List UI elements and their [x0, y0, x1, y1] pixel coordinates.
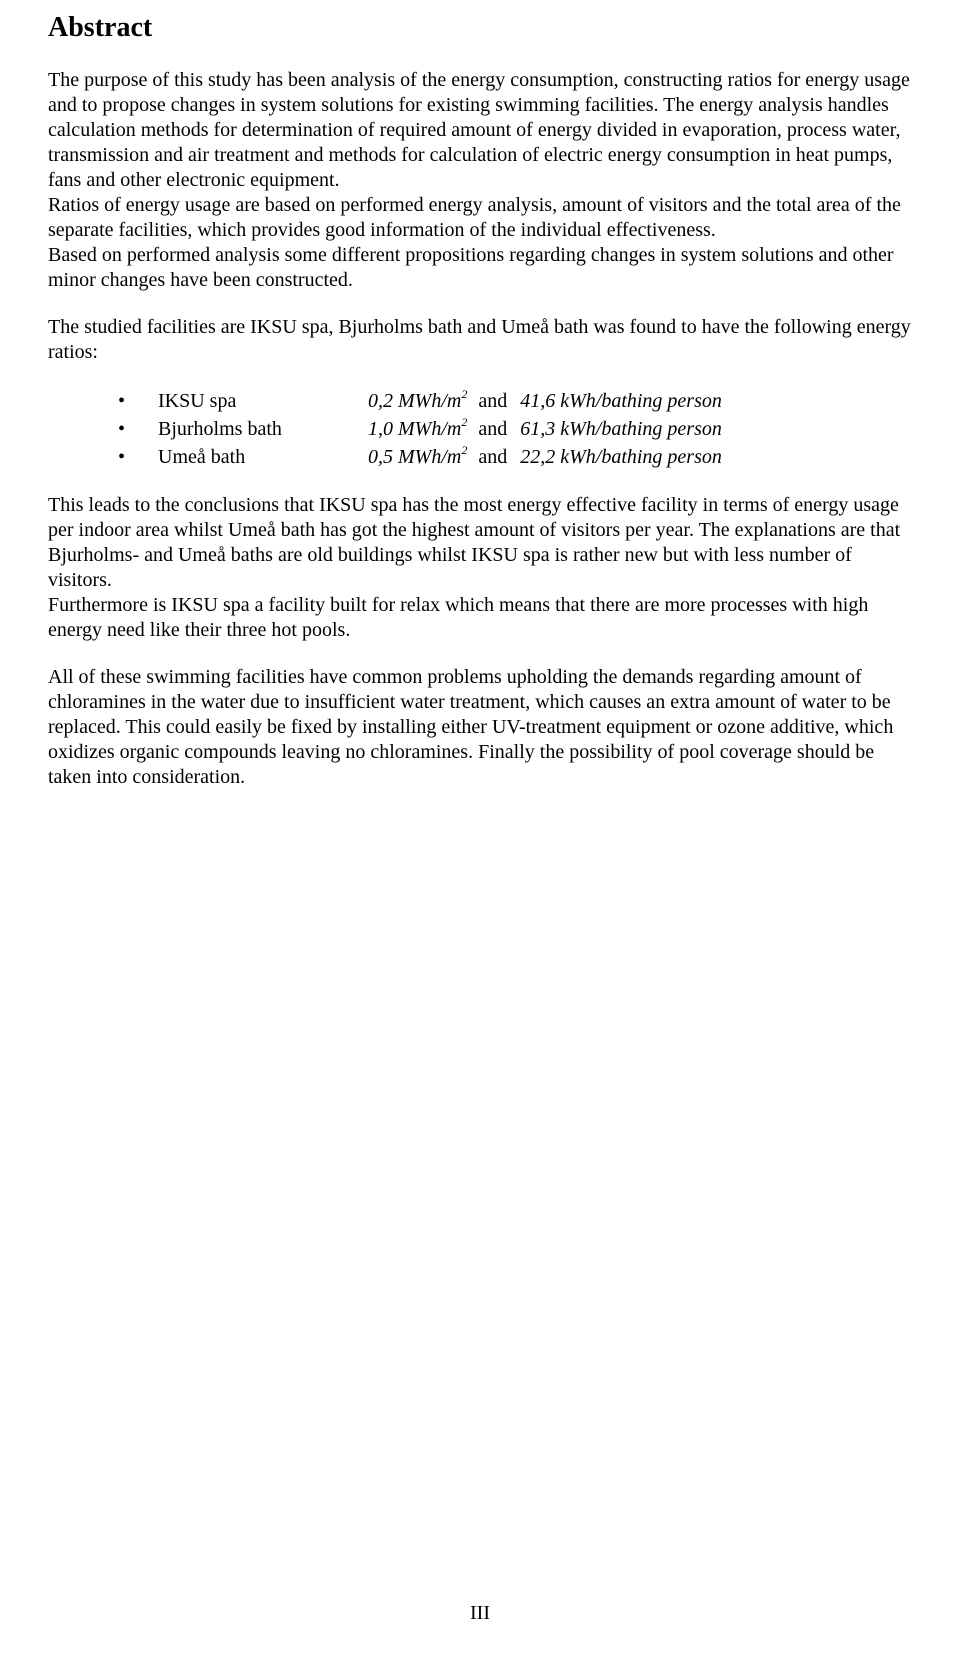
paragraph-intro-b: Ratios of energy usage are based on perf…	[48, 194, 901, 241]
paragraph-conclusions: This leads to the conclusions that IKSU …	[48, 493, 912, 643]
and-label: and	[472, 418, 515, 440]
bullet-icon: •	[48, 443, 158, 471]
and-label: and	[472, 390, 515, 412]
abstract-title: Abstract	[48, 12, 912, 44]
facility-name: Umeå bath	[158, 443, 368, 471]
energy-ratio-list: • IKSU spa 0,2 MWh/m2 and 41,6 kWh/bathi…	[48, 387, 912, 471]
and-label: and	[472, 446, 515, 468]
paragraph-problems: All of these swimming facilities have co…	[48, 665, 912, 790]
facility-metric: 1,0 MWh/m2 and 61,3 kWh/bathing person	[368, 415, 722, 443]
paragraph-intro-a: The purpose of this study has been analy…	[48, 69, 910, 191]
list-item: • Umeå bath 0,5 MWh/m2 and 22,2 kWh/bath…	[48, 443, 912, 471]
facility-metric: 0,2 MWh/m2 and 41,6 kWh/bathing person	[368, 387, 722, 415]
page-number: III	[0, 1602, 960, 1625]
facility-metric: 0,5 MWh/m2 and 22,2 kWh/bathing person	[368, 443, 722, 471]
paragraph-conclusions-a: This leads to the conclusions that IKSU …	[48, 494, 900, 591]
list-item: • IKSU spa 0,2 MWh/m2 and 41,6 kWh/bathi…	[48, 387, 912, 415]
bullet-icon: •	[48, 387, 158, 415]
facility-name: Bjurholms bath	[158, 415, 368, 443]
paragraph-facilities-lead: The studied facilities are IKSU spa, Bju…	[48, 315, 912, 365]
facility-name: IKSU spa	[158, 387, 368, 415]
list-item: • Bjurholms bath 1,0 MWh/m2 and 61,3 kWh…	[48, 415, 912, 443]
bullet-icon: •	[48, 415, 158, 443]
paragraph-conclusions-b: Furthermore is IKSU spa a facility built…	[48, 594, 868, 641]
page: Abstract The purpose of this study has b…	[0, 0, 960, 1655]
paragraph-intro-c: Based on performed analysis some differe…	[48, 244, 894, 291]
paragraph-intro: The purpose of this study has been analy…	[48, 68, 912, 293]
